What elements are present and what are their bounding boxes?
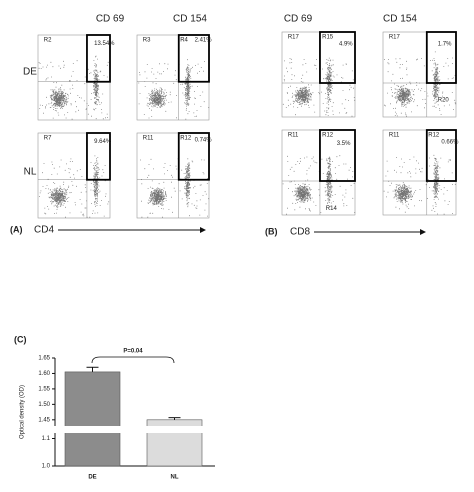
y-tick-label: 1.55 (38, 386, 50, 392)
bar (64, 371, 121, 467)
y-tick-label: 1.0 (42, 464, 51, 470)
gate-text: R17 (288, 35, 300, 41)
panel-label: (A) (10, 224, 23, 234)
gate-box (319, 31, 356, 84)
gate-text: R15 (322, 35, 334, 41)
gate-text: R2 (44, 38, 52, 44)
row-label: NL (24, 167, 37, 178)
gate-text: 0.74% (195, 137, 213, 143)
y-tick-label: 1.60 (38, 371, 50, 377)
row-label: DE (23, 67, 37, 78)
gate-text: 9.64% (94, 139, 112, 145)
event-dots (282, 155, 356, 215)
plot-frame (37, 34, 111, 121)
y-axis-label: Optical density (OD) (20, 385, 26, 439)
event-dots (282, 57, 356, 117)
gate-text: R12 (428, 133, 440, 139)
plot-frame (281, 129, 356, 216)
plot-frame (37, 132, 111, 219)
event-dots (140, 158, 210, 218)
gate-text: R11 (389, 133, 400, 139)
gate-text: R12 (322, 133, 334, 139)
y-tick-label: 1.1 (42, 436, 51, 442)
significance-bracket (91, 356, 175, 364)
gate-text: R3 (143, 38, 151, 44)
column-label: CD 69 (284, 14, 313, 25)
gate-box (425, 129, 457, 182)
gate-text: R14 (326, 206, 338, 212)
gate-text: R4 (180, 38, 188, 44)
gate-box (319, 129, 356, 182)
gate-box (86, 132, 111, 181)
gate-box (177, 132, 210, 181)
y-tick-label: 1.65 (38, 356, 50, 362)
column-label: CD 154 (383, 14, 417, 25)
axis-break (49, 426, 209, 433)
event-dots (383, 154, 457, 215)
gate-text: R7 (44, 136, 52, 142)
gate-text: 0.66% (441, 139, 459, 145)
column-label: CD 154 (173, 14, 207, 25)
plot-frame (136, 132, 210, 219)
event-dots (384, 51, 457, 117)
gate-text: 4.9% (339, 41, 353, 47)
x-tick-label: DE (88, 475, 96, 481)
axis-label: CD4 (34, 225, 54, 236)
gate-text: R11 (288, 133, 299, 139)
event-dots (138, 59, 210, 120)
x-tick-label: NL (171, 475, 179, 481)
y-tick-label: 1.45 (38, 417, 50, 423)
gate-text: R20 (438, 98, 450, 104)
gate-text: 3.5% (337, 141, 351, 147)
gate-text: 2.41% (195, 38, 213, 44)
gate-box (177, 34, 210, 83)
gate-box (86, 34, 111, 83)
gate-text: R17 (389, 35, 401, 41)
gate-text: 13.54% (94, 41, 115, 47)
plot-frame (281, 31, 356, 118)
y-tick-label: 1.50 (38, 402, 50, 408)
plot-frame (382, 31, 457, 118)
gate-text: 1.7% (438, 41, 452, 47)
axis-label: CD8 (290, 227, 310, 238)
panel-label: (B) (265, 226, 278, 236)
panel-label: (C) (14, 334, 27, 344)
column-label: CD 69 (96, 14, 125, 25)
gate-text: R11 (143, 136, 154, 142)
plot-frame (136, 34, 210, 121)
gate-box (425, 31, 457, 84)
gate-text: R12 (180, 136, 192, 142)
annotation: P=0.04 (123, 349, 143, 355)
